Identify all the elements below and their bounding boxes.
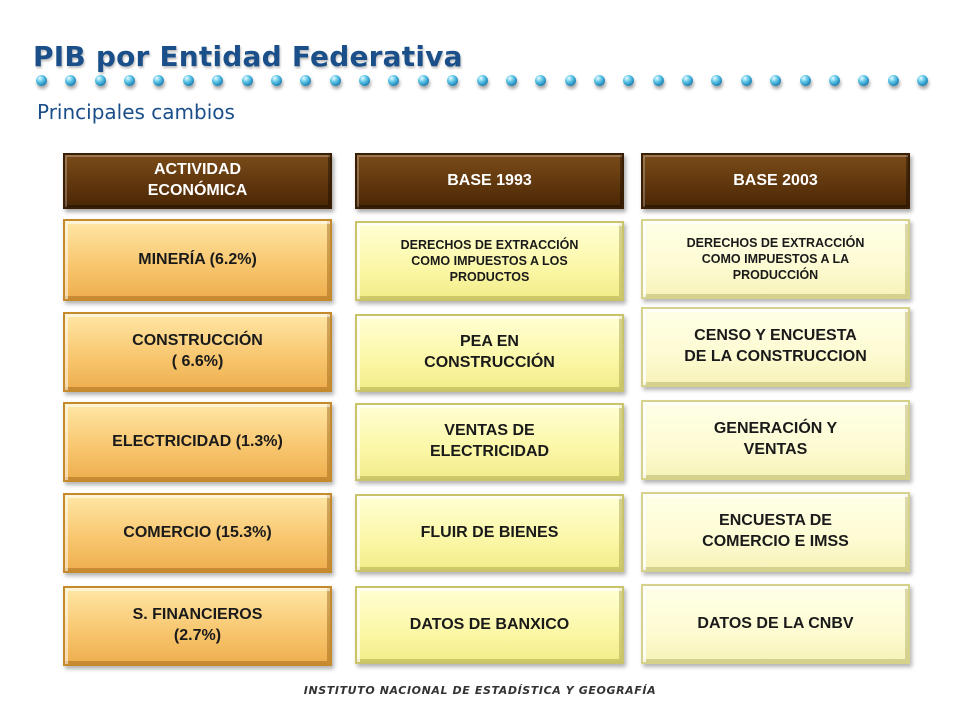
divider-dot bbox=[505, 75, 517, 86]
base2003-label: DATOS DE LA CNBV bbox=[697, 614, 854, 632]
activity-comercio: COMERCIO (15.3%) bbox=[63, 493, 332, 573]
divider-dot bbox=[153, 75, 165, 86]
page-subtitle: Principales cambios bbox=[37, 100, 235, 124]
divider-dot bbox=[476, 75, 488, 86]
base2003-servicios-financieros: DATOS DE LA CNBV bbox=[641, 584, 910, 664]
divider-dot bbox=[858, 75, 870, 86]
activity-label: S. FINANCIEROS (2.7%) bbox=[132, 606, 263, 644]
header-label: ACTIVIDAD ECONÓMICA bbox=[147, 161, 248, 199]
base2003-construccion: CENSO Y ENCUESTA DE LA CONSTRUCCION bbox=[641, 307, 910, 387]
header-label: BASE 1993 bbox=[447, 171, 532, 189]
base2003-label: DERECHOS DE EXTRACCIÓN COMO IMPUESTOS A … bbox=[686, 235, 865, 283]
base2003-mineria: DERECHOS DE EXTRACCIÓN COMO IMPUESTOS A … bbox=[641, 219, 910, 299]
divider-dot bbox=[36, 75, 47, 86]
base1993-servicios-financieros: DATOS DE BANXICO bbox=[355, 586, 624, 664]
divider-dot bbox=[388, 75, 400, 86]
header-base-2003: BASE 2003 bbox=[641, 153, 910, 209]
base1993-construccion: PEA EN CONSTRUCCIÓN bbox=[355, 314, 624, 392]
base2003-label: ENCUESTA DE COMERCIO E IMSS bbox=[702, 512, 849, 550]
base2003-electricidad: GENERACIÓN Y VENTAS bbox=[641, 400, 910, 480]
base1993-label: VENTAS DE ELECTRICIDAD bbox=[429, 422, 550, 460]
base1993-label: FLUIR DE BIENES bbox=[420, 523, 559, 541]
divider-dot bbox=[917, 75, 928, 86]
base1993-label: DERECHOS DE EXTRACCIÓN COMO IMPUESTOS A … bbox=[400, 237, 579, 285]
divider-dot bbox=[329, 75, 341, 86]
divider-dot bbox=[182, 75, 194, 86]
activity-construccion: CONSTRUCCIÓN ( 6.6%) bbox=[63, 312, 332, 392]
divider-dot bbox=[359, 75, 371, 86]
base2003-label: CENSO Y ENCUESTA DE LA CONSTRUCCION bbox=[684, 327, 867, 365]
header-base-1993: BASE 1993 bbox=[355, 153, 624, 209]
divider-dot bbox=[828, 75, 840, 86]
divider-dot bbox=[564, 75, 576, 86]
activity-label: COMERCIO (15.3%) bbox=[123, 523, 272, 541]
divider-dot bbox=[652, 75, 664, 86]
base1993-label: PEA EN CONSTRUCCIÓN bbox=[424, 333, 555, 371]
divider-dot bbox=[241, 75, 253, 86]
divider-dot bbox=[799, 75, 811, 86]
base1993-comercio: FLUIR DE BIENES bbox=[355, 494, 624, 572]
decorative-dot-divider bbox=[36, 75, 928, 93]
base2003-comercio: ENCUESTA DE COMERCIO E IMSS bbox=[641, 492, 910, 572]
activity-servicios-financieros: S. FINANCIEROS (2.7%) bbox=[63, 586, 332, 666]
divider-dot bbox=[65, 75, 77, 86]
base2003-label: GENERACIÓN Y VENTAS bbox=[713, 420, 838, 458]
divider-dot bbox=[124, 75, 136, 86]
activity-mineria: MINERÍA (6.2%) bbox=[63, 219, 332, 301]
activity-label: ELECTRICIDAD (1.3%) bbox=[112, 432, 283, 450]
divider-dot bbox=[417, 75, 429, 86]
divider-dot bbox=[711, 75, 723, 86]
activity-label: MINERÍA (6.2%) bbox=[138, 250, 257, 268]
divider-dot bbox=[212, 75, 224, 86]
divider-dot bbox=[740, 75, 752, 86]
activity-label: CONSTRUCCIÓN ( 6.6%) bbox=[132, 332, 263, 370]
activity-electricidad: ELECTRICIDAD (1.3%) bbox=[63, 402, 332, 482]
footer-institution-logo-text: INSTITUTO NACIONAL DE ESTADÍSTICA Y GEOG… bbox=[303, 684, 657, 697]
divider-dot bbox=[682, 75, 694, 86]
divider-dot bbox=[770, 75, 782, 86]
divider-dot bbox=[300, 75, 312, 86]
divider-dot bbox=[447, 75, 459, 86]
divider-dot bbox=[887, 75, 899, 86]
base1993-mineria: DERECHOS DE EXTRACCIÓN COMO IMPUESTOS A … bbox=[355, 221, 624, 301]
header-label: BASE 2003 bbox=[733, 171, 818, 189]
base1993-label: DATOS DE BANXICO bbox=[409, 615, 570, 633]
divider-dot bbox=[94, 75, 106, 86]
page-title: PIB por Entidad Federativa bbox=[33, 40, 463, 73]
divider-dot bbox=[593, 75, 605, 86]
divider-dot bbox=[270, 75, 282, 86]
header-actividad-economica: ACTIVIDAD ECONÓMICA bbox=[63, 153, 332, 209]
divider-dot bbox=[623, 75, 635, 86]
base1993-electricidad: VENTAS DE ELECTRICIDAD bbox=[355, 403, 624, 481]
divider-dot bbox=[535, 75, 547, 86]
